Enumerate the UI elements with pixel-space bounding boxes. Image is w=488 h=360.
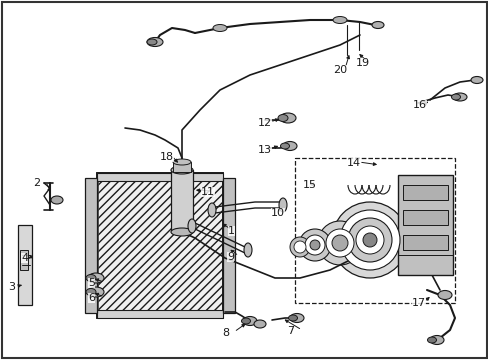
Circle shape — [331, 235, 347, 251]
Bar — [98, 174, 222, 317]
Ellipse shape — [86, 288, 96, 296]
Ellipse shape — [147, 37, 163, 46]
Text: 9: 9 — [226, 252, 234, 262]
Ellipse shape — [289, 314, 304, 323]
Circle shape — [339, 210, 399, 270]
Ellipse shape — [371, 22, 383, 28]
Ellipse shape — [288, 315, 297, 321]
Ellipse shape — [280, 113, 295, 123]
Text: 15: 15 — [303, 180, 316, 190]
Bar — [402, 185, 447, 200]
Bar — [402, 210, 447, 225]
Text: 6: 6 — [88, 293, 95, 303]
Text: 5: 5 — [88, 278, 95, 288]
Ellipse shape — [450, 94, 460, 100]
Text: 12: 12 — [258, 118, 271, 128]
Text: 10: 10 — [270, 208, 285, 218]
Text: 7: 7 — [286, 326, 293, 336]
Text: 8: 8 — [222, 328, 229, 338]
Text: 19: 19 — [355, 58, 369, 68]
Text: 18: 18 — [160, 152, 174, 162]
Ellipse shape — [278, 114, 287, 122]
Ellipse shape — [241, 318, 250, 324]
Ellipse shape — [86, 274, 96, 282]
Ellipse shape — [207, 203, 216, 217]
Ellipse shape — [171, 228, 193, 236]
Ellipse shape — [88, 273, 104, 283]
Ellipse shape — [253, 320, 265, 328]
Ellipse shape — [213, 24, 226, 31]
Ellipse shape — [279, 198, 286, 212]
Bar — [171, 170, 193, 232]
Bar — [85, 178, 97, 313]
Text: 20: 20 — [332, 65, 346, 75]
Ellipse shape — [243, 316, 257, 325]
Bar — [20, 250, 28, 270]
Circle shape — [347, 218, 391, 262]
Ellipse shape — [283, 141, 296, 150]
Ellipse shape — [173, 159, 191, 165]
Ellipse shape — [332, 17, 346, 23]
Bar — [97, 173, 223, 318]
Bar — [223, 178, 235, 313]
Ellipse shape — [147, 39, 157, 45]
Bar — [402, 235, 447, 250]
Circle shape — [309, 240, 319, 250]
Text: 16: 16 — [412, 100, 426, 110]
Text: 4: 4 — [21, 253, 28, 263]
Circle shape — [331, 202, 407, 278]
Bar — [97, 310, 223, 318]
Bar — [173, 162, 191, 172]
Circle shape — [355, 226, 383, 254]
Circle shape — [305, 235, 325, 255]
Circle shape — [298, 229, 330, 261]
Ellipse shape — [470, 77, 482, 84]
Ellipse shape — [437, 291, 451, 300]
Ellipse shape — [244, 243, 251, 257]
Text: 3: 3 — [8, 282, 15, 292]
Circle shape — [289, 237, 309, 257]
Text: 14: 14 — [346, 158, 360, 168]
Bar — [294, 158, 454, 303]
Bar — [97, 173, 223, 181]
Circle shape — [325, 229, 353, 257]
Ellipse shape — [452, 93, 466, 101]
Bar — [18, 225, 32, 305]
Bar — [397, 175, 452, 275]
Bar — [97, 173, 223, 318]
Ellipse shape — [88, 287, 104, 297]
Text: 17: 17 — [411, 298, 425, 308]
Ellipse shape — [187, 219, 196, 233]
Ellipse shape — [429, 336, 443, 345]
Ellipse shape — [280, 143, 289, 149]
Text: 11: 11 — [201, 187, 215, 197]
Text: 1: 1 — [227, 226, 235, 236]
Text: 2: 2 — [33, 178, 40, 188]
Circle shape — [317, 221, 361, 265]
Ellipse shape — [171, 166, 193, 174]
Circle shape — [293, 241, 305, 253]
Text: 13: 13 — [258, 145, 271, 155]
Ellipse shape — [51, 196, 63, 204]
Ellipse shape — [427, 337, 436, 343]
Circle shape — [362, 233, 376, 247]
